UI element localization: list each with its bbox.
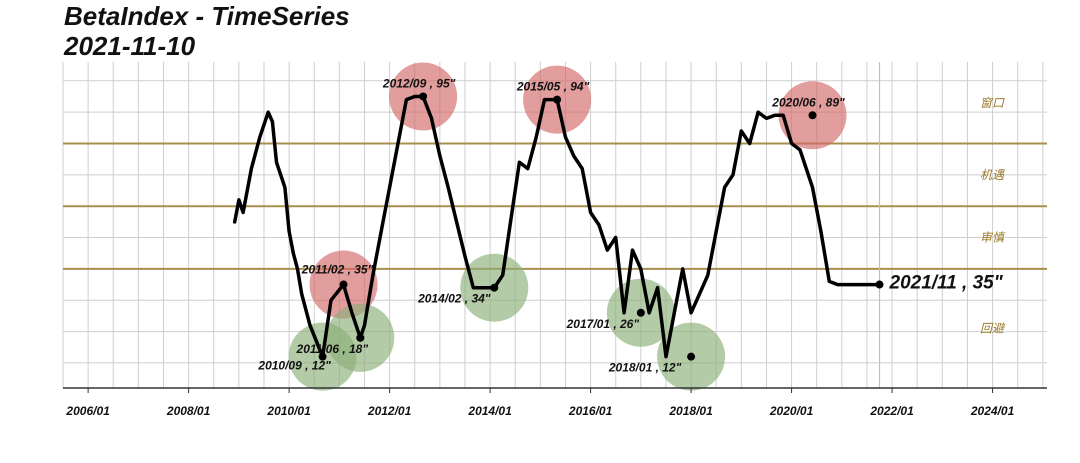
- x-tick-label: 2006/01: [65, 404, 110, 418]
- series-line-path: [232, 94, 882, 359]
- annotation-point: [356, 333, 365, 342]
- zone-label: 审慎: [980, 231, 1006, 245]
- x-tick-label: 2020/01: [769, 404, 814, 418]
- x-tick-label: 2008/01: [166, 404, 211, 418]
- annotation-label: 2011/02 , 35": [301, 263, 374, 277]
- x-tick-label: 2024/01: [970, 404, 1015, 418]
- grid: [62, 62, 1047, 388]
- annotation-label: 2014/02 , 34": [417, 292, 491, 306]
- annotation-markers: [318, 92, 884, 361]
- annotation-point: [636, 308, 645, 317]
- annotation-point: [318, 352, 327, 361]
- annotation-point: [419, 92, 428, 101]
- annotation-label: 2017/01 , 26": [566, 317, 640, 331]
- annotation-label: 2020/06 , 89": [771, 95, 845, 109]
- annotation-label: 2015/05 , 94": [516, 80, 590, 94]
- annotation-point: [490, 283, 499, 292]
- current-value-label: 2021/11 , 35": [889, 273, 1004, 294]
- x-tick-label: 2010/01: [266, 404, 311, 418]
- chart-title: BetaIndex - TimeSeries: [64, 1, 350, 31]
- x-tick-label: 2014/01: [467, 404, 512, 418]
- annotation-label: 2018/01 , 12": [608, 361, 682, 375]
- annotation-labels: 2010/09 , 12" 2011/02 , 35" 2011/06 , 18" 2…: [257, 76, 1003, 374]
- x-tick-label: 2022/01: [869, 404, 914, 418]
- zone-label: 回避: [980, 321, 1006, 335]
- x-tick-label: 2018/01: [668, 404, 713, 418]
- zone-label: 机遇: [980, 168, 1005, 182]
- last-point: [875, 280, 884, 289]
- annotation-label: 2012/09 , 95": [382, 76, 456, 90]
- x-axis: 2006/01 2008/01 2010/01 2012/01 2014/01 2016/…: [63, 387, 1047, 418]
- annotation-label: 2010/09 , 12": [257, 359, 331, 373]
- annotation-label: 2011/06 , 18": [296, 342, 369, 356]
- chart-subtitle: 2021-11-10: [64, 31, 196, 61]
- annotation-point: [687, 352, 696, 361]
- series-line: [232, 94, 882, 359]
- x-tick-label: 2016/01: [568, 404, 613, 418]
- annotation-point: [808, 111, 817, 120]
- x-tick-label: 2012/01: [367, 404, 412, 418]
- annotation-point: [553, 95, 562, 104]
- zone-label: 窗口: [980, 96, 1005, 110]
- annotation-point: [339, 280, 348, 289]
